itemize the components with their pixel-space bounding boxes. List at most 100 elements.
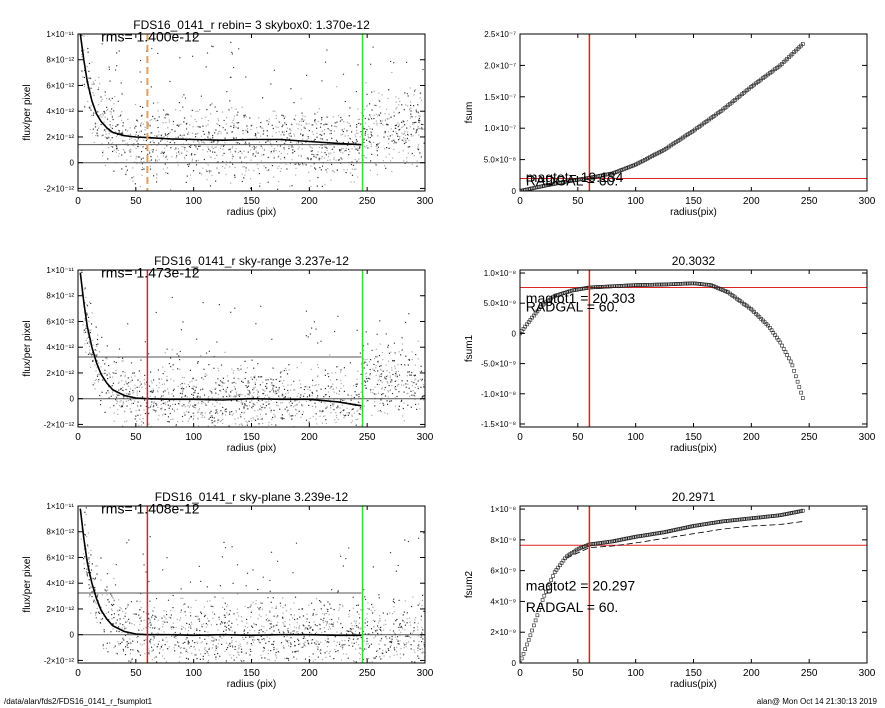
y-tick-label: 4×10⁻¹² xyxy=(46,579,74,588)
x-tick-label: 0 xyxy=(517,432,523,443)
y-tick-label: -5.0×10⁻⁹ xyxy=(481,360,516,369)
x-tick-label: 150 xyxy=(243,668,260,679)
panel-title: 20.2971 xyxy=(672,490,716,504)
x-tick-label: 300 xyxy=(859,196,876,207)
x-tick-label: 50 xyxy=(572,196,584,207)
x-tick-label: 200 xyxy=(301,668,318,679)
y-tick-label: 1.0×10⁻⁸ xyxy=(484,269,516,278)
x-tick-label: 50 xyxy=(572,432,584,443)
x-tick-label: 300 xyxy=(859,432,876,443)
x-tick-label: 50 xyxy=(130,196,142,207)
panel-title: FDS16_0141_r rebin= 3 skybox0: 1.370e-12 xyxy=(133,18,370,32)
panel-title: 20.3032 xyxy=(672,254,716,268)
x-tick-label: 150 xyxy=(685,432,702,443)
y-tick-label: 4×10⁻⁹ xyxy=(490,597,516,606)
cumulative-points xyxy=(520,508,805,663)
x-tick-label: 0 xyxy=(517,668,523,679)
panel-5: 0 50 100 150 200 250 300-2×10⁻¹²02×10⁻¹²4×10⁻¹… xyxy=(22,490,434,690)
panel-4: 0 50 100 150 200 250 300 -1.5×10⁻⁸ -1.0×10⁻⁸ -5.0… xyxy=(464,254,876,454)
annotation-2: RADGAL = 60. xyxy=(526,599,618,615)
x-tick-label: 300 xyxy=(417,196,434,207)
x-tick-label: 300 xyxy=(859,668,876,679)
x-tick-label: 0 xyxy=(517,196,523,207)
annotation-1: rms= 1.408e-12 xyxy=(101,501,200,517)
x-tick-label: 300 xyxy=(417,668,434,679)
x-tick-label: 250 xyxy=(801,196,818,207)
y-tick-label: -2×10⁻¹² xyxy=(44,420,75,429)
x-tick-label: 250 xyxy=(801,668,818,679)
x-axis-label: radius (pix) xyxy=(227,443,276,454)
panel-6: 0 50 100 150 200 250 300 0 2×10⁻⁹ 4×10⁻⁹ 6×10⁻⁹ 8×1… xyxy=(464,490,876,690)
x-tick-label: 0 xyxy=(75,668,81,679)
y-tick-label: 0 xyxy=(70,395,75,404)
y-tick-label: 1.5×10⁻⁷ xyxy=(484,93,516,102)
mean-profile-line xyxy=(79,508,362,637)
plot-area xyxy=(78,270,425,427)
x-tick-label: 50 xyxy=(130,432,142,443)
cumulative-points xyxy=(520,281,805,400)
y-tick-label: 2.0×10⁻⁷ xyxy=(484,61,516,70)
x-tick-label: 250 xyxy=(359,432,376,443)
x-tick-label: 200 xyxy=(301,196,318,207)
y-tick-label: -1.0×10⁻⁸ xyxy=(481,390,516,399)
x-axis-label: radius(pix) xyxy=(670,443,717,454)
x-tick-label: 200 xyxy=(743,196,760,207)
y-tick-label: 2×10⁻⁹ xyxy=(490,628,516,637)
y-tick-label: 1×10⁻¹¹ xyxy=(46,30,74,39)
dashed-curve xyxy=(566,521,804,559)
x-axis-label: radius(pix) xyxy=(670,207,717,218)
plot-area xyxy=(78,506,425,663)
annotation-2: RADGAL = 60. xyxy=(526,299,618,315)
y-tick-label: 0 xyxy=(70,631,75,640)
x-tick-label: 100 xyxy=(627,668,644,679)
scatter-points xyxy=(81,270,425,427)
footer-timestamp: alan@ Mon Oct 14 21:30:13 2019 xyxy=(756,697,877,706)
annotation-1: rms= 1.473e-12 xyxy=(101,265,200,281)
y-tick-label: 5.0×10⁻⁹ xyxy=(484,299,516,308)
y-tick-label: 5.0×10⁻⁸ xyxy=(484,156,516,165)
x-tick-label: 50 xyxy=(130,668,142,679)
x-tick-label: 100 xyxy=(185,432,202,443)
plot-area xyxy=(78,34,425,191)
y-tick-label: 0 xyxy=(512,187,517,196)
panel-3: 0 50 100 150 200 250 300-2×10⁻¹²02×10⁻¹²4×10⁻¹… xyxy=(22,254,434,454)
annotation-1: magtot= 19.134 xyxy=(526,169,624,185)
y-tick-label: -1.5×10⁻⁸ xyxy=(481,420,516,429)
y-tick-label: 6×10⁻¹² xyxy=(46,81,74,90)
annotation-2: RADGAL = 60. xyxy=(526,172,618,188)
panel-title: FDS16_0141_r sky-plane 3.239e-12 xyxy=(155,490,349,504)
axes-frame xyxy=(519,33,868,192)
x-tick-label: 300 xyxy=(417,432,434,443)
plot-area xyxy=(520,506,867,663)
y-tick-label: 1×10⁻¹¹ xyxy=(46,502,74,511)
cumulative-points xyxy=(520,42,805,191)
x-tick-label: 200 xyxy=(743,432,760,443)
x-tick-label: 200 xyxy=(743,668,760,679)
annotation-1: magtot2 = 20.297 xyxy=(526,578,636,594)
panel-title: FDS16_0141_r sky-range 3.237e-12 xyxy=(154,254,349,268)
y-tick-label: -2×10⁻¹² xyxy=(44,656,75,665)
y-tick-label: 2×10⁻¹² xyxy=(46,133,74,142)
y-tick-label: 1×10⁻⁸ xyxy=(490,505,516,514)
panel-2: 0 50 100 150 200 250 300 0 5.0×10⁻⁸ 1.0×10⁻⁷ 1.5×1… xyxy=(464,30,876,218)
x-tick-label: 250 xyxy=(359,196,376,207)
y-tick-label: 4×10⁻¹² xyxy=(46,343,74,352)
x-tick-label: 150 xyxy=(685,668,702,679)
x-axis-label: radius (pix) xyxy=(227,679,276,690)
x-tick-label: 100 xyxy=(185,668,202,679)
y-axis-label: flux/per pixel xyxy=(22,320,33,376)
y-axis-label: fsum2 xyxy=(464,570,475,598)
y-tick-label: 2×10⁻¹² xyxy=(46,605,74,614)
annotation-1: rms= 1.400e-12 xyxy=(101,29,200,45)
x-tick-label: 50 xyxy=(572,668,584,679)
x-tick-label: 0 xyxy=(75,432,81,443)
y-tick-label: 0 xyxy=(512,659,517,668)
y-tick-label: 0 xyxy=(70,159,75,168)
axes-frame xyxy=(77,33,426,192)
y-tick-label: 0 xyxy=(512,329,517,338)
y-tick-label: 6×10⁻¹² xyxy=(46,317,74,326)
x-tick-label: 200 xyxy=(301,432,318,443)
plot-area xyxy=(520,34,867,191)
x-axis-label: radius (pix) xyxy=(227,207,276,218)
